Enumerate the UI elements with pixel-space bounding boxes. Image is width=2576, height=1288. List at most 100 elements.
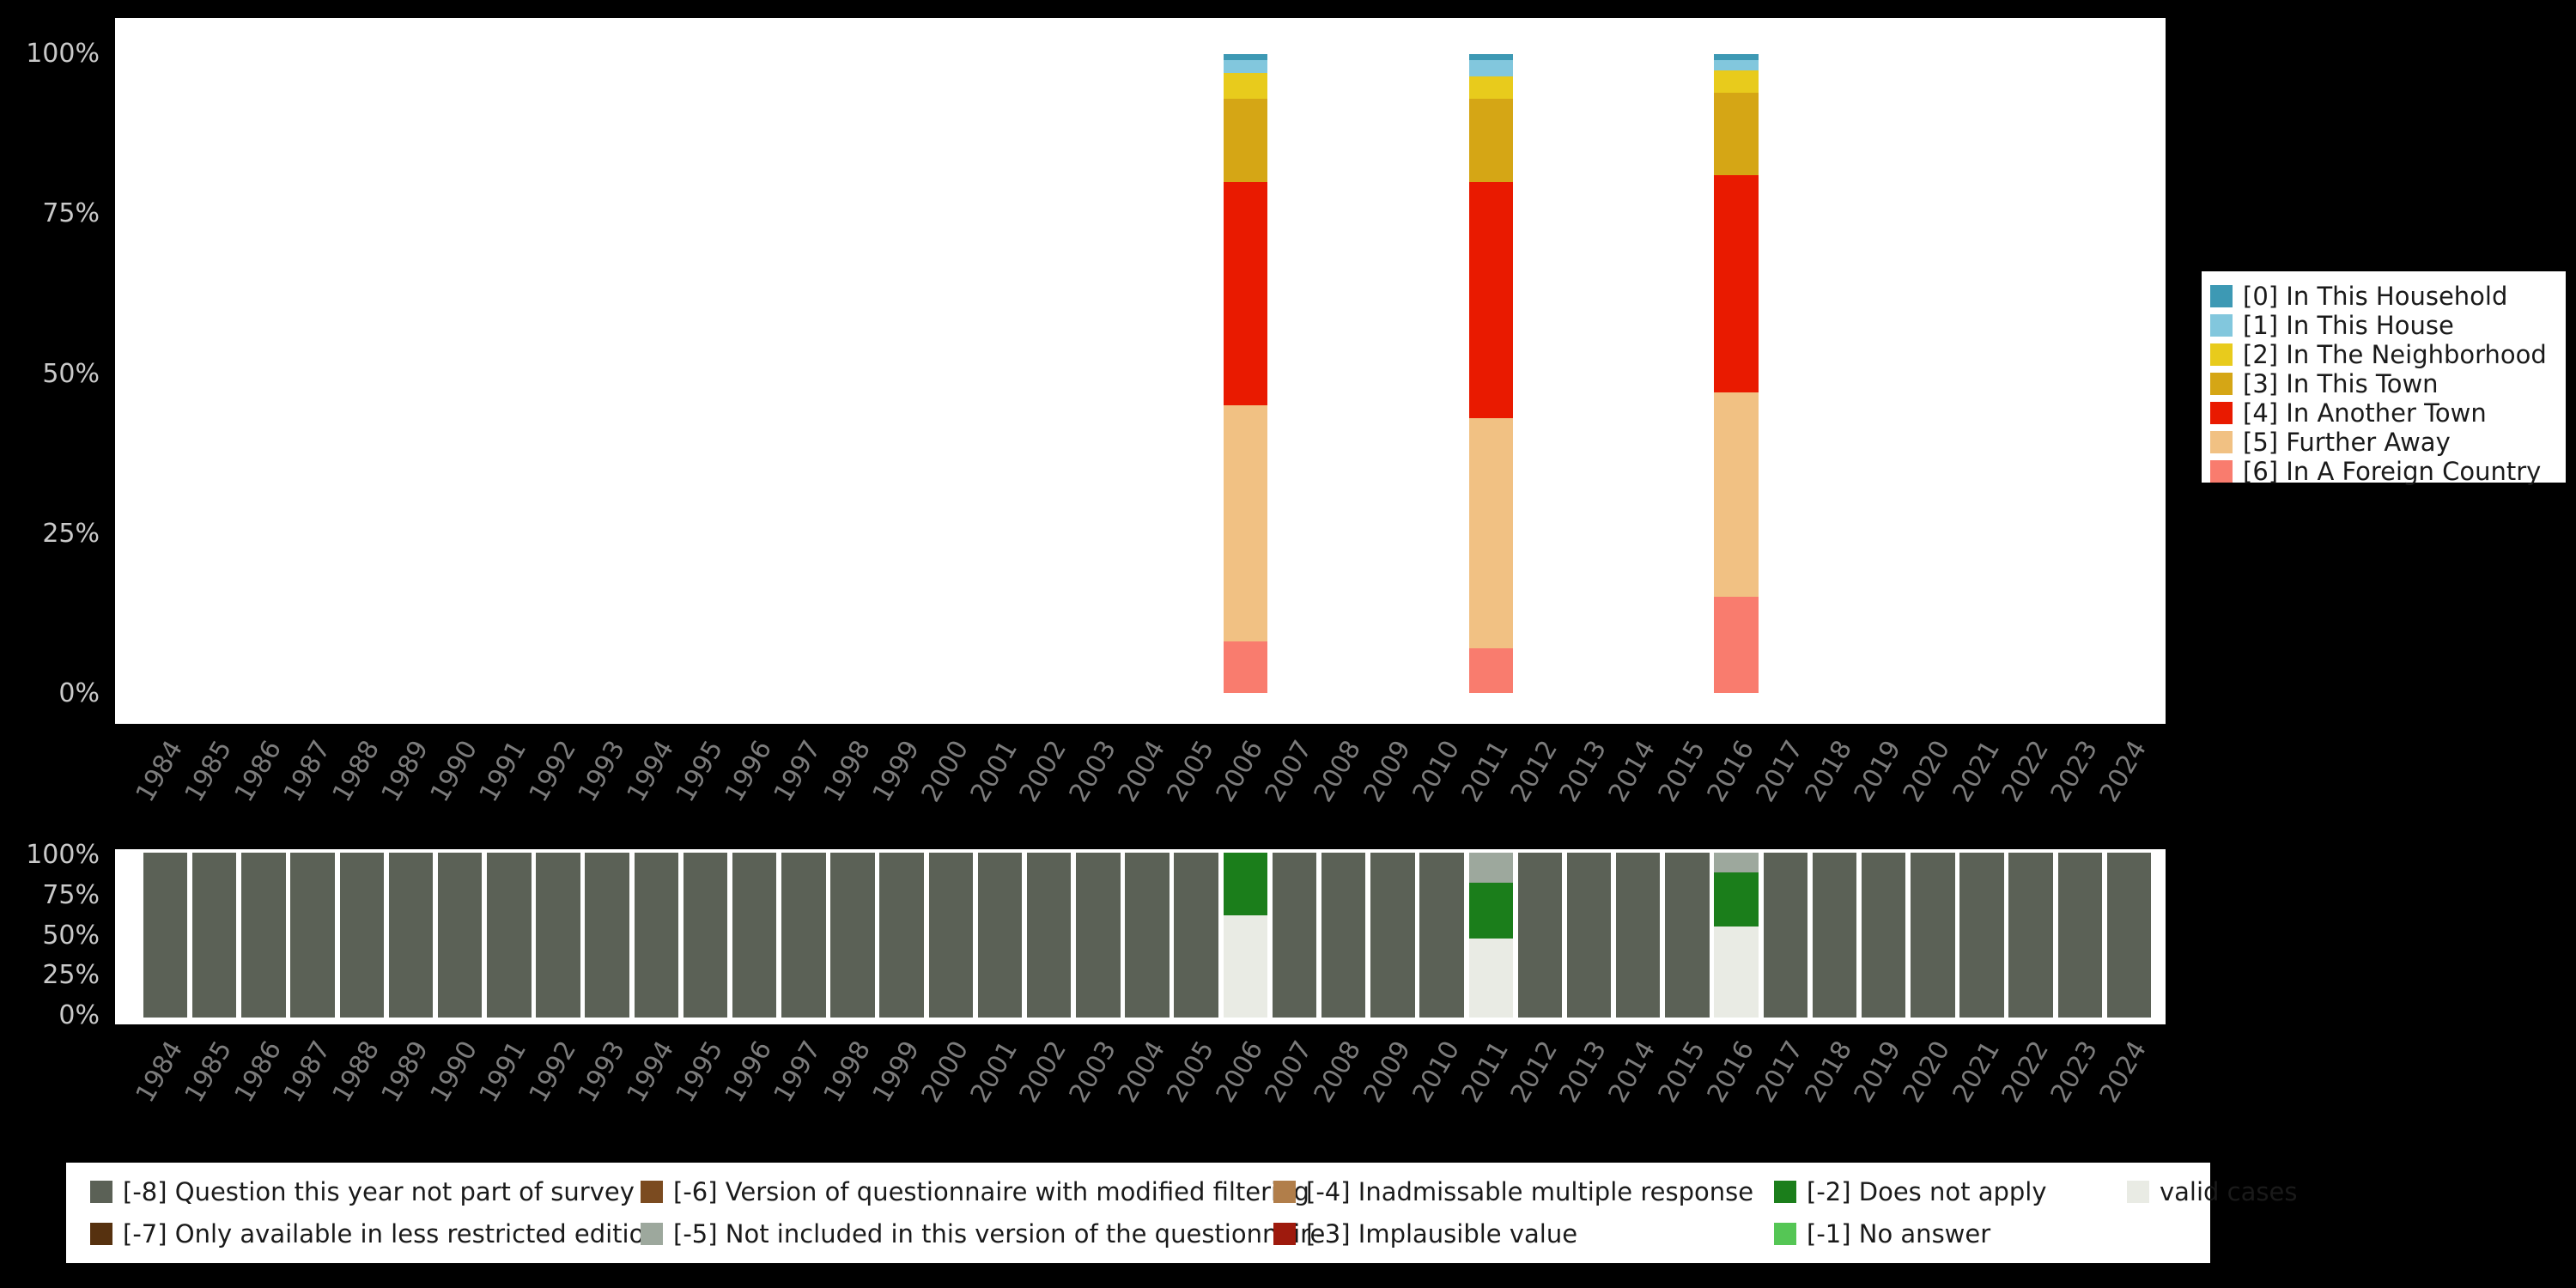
stacked-bar-1990 <box>438 54 482 693</box>
bar-segment <box>1223 73 1268 100</box>
x-tick: 2024 <box>2094 1030 2154 1142</box>
legend-item: [2] In The Neighborhood <box>2210 340 2557 369</box>
bar-segment <box>1812 853 1857 1018</box>
x-tick-label: 2015 <box>1652 1036 1711 1109</box>
bar-slot-2013 <box>1564 853 1613 1018</box>
stacked-bar-1997 <box>781 54 825 693</box>
missing-values-y-axis: 100% 75% 50% 25% 0% <box>0 841 106 1030</box>
stacked-bar-2016 <box>1714 853 1759 1018</box>
y-tick-label: 25% <box>42 518 100 549</box>
bar-slot-2017 <box>1761 54 1810 693</box>
bar-segment <box>1174 853 1218 1018</box>
bar-slot-2009 <box>1368 54 1417 693</box>
bar-slot-2002 <box>1024 853 1073 1018</box>
x-tick-label: 2000 <box>915 1036 975 1109</box>
stacked-bar-2019 <box>1862 54 1905 693</box>
x-tick-label: 1991 <box>474 735 533 808</box>
legend-label: [4] In Another Town <box>2243 398 2487 428</box>
y-tick-label: 75% <box>42 879 100 910</box>
bar-segment <box>1714 927 1759 1018</box>
bar-slot-2020 <box>1908 54 1957 693</box>
x-tick-label: 2003 <box>1063 735 1122 808</box>
stacked-bar-2016 <box>1714 54 1759 693</box>
bar-segment <box>388 853 434 1018</box>
bar-slot-2023 <box>2056 853 2105 1018</box>
bar-segment <box>1370 853 1415 1018</box>
x-tick-label: 2005 <box>1161 1036 1220 1109</box>
legend-label: [-3] Implausible value <box>1306 1218 1578 1249</box>
x-tick-label: 1994 <box>621 1036 681 1109</box>
bar-slot-1990 <box>435 853 484 1018</box>
legend-label: [6] In A Foreign Country <box>2243 457 2542 486</box>
stacked-bar-2000 <box>928 853 974 1018</box>
stacked-bar-1986 <box>241 853 286 1018</box>
x-tick-label: 1990 <box>424 1036 484 1109</box>
stacked-bar-1986 <box>241 54 285 693</box>
legend-label: [3] In This Town <box>2243 369 2439 398</box>
bar-segment <box>2106 853 2152 1018</box>
x-tick-label: 1992 <box>523 735 582 808</box>
bar-slot-1984 <box>141 853 190 1018</box>
stacked-bar-2015 <box>1665 54 1709 693</box>
x-tick-label: 1985 <box>179 1036 239 1109</box>
stacked-bar-2006 <box>1223 54 1268 693</box>
stacked-bar-2023 <box>2058 54 2102 693</box>
legend-label: [2] In The Neighborhood <box>2243 340 2547 369</box>
x-tick-label: 2012 <box>1504 735 1564 808</box>
legend-color-swatch <box>2210 373 2233 395</box>
x-tick-label: 2021 <box>1947 735 2006 808</box>
stacked-bar-1998 <box>830 853 875 1018</box>
legend-label: [-1] No answer <box>1807 1218 1991 1249</box>
bar-segment <box>1223 914 1268 1018</box>
bar-slot-1992 <box>533 853 582 1018</box>
bar-segment <box>1714 60 1759 70</box>
stacked-bar-2014 <box>1616 54 1660 693</box>
x-tick-label: 2011 <box>1455 735 1515 808</box>
x-tick-label: 2021 <box>1947 1036 2006 1109</box>
bar-segment <box>1468 647 1513 693</box>
bar-slot-2021 <box>1957 853 2006 1018</box>
bar-slot-2004 <box>1122 54 1171 693</box>
x-tick-label: 2007 <box>1259 1036 1319 1109</box>
legend-color-swatch <box>2210 431 2233 453</box>
bar-segment <box>1125 853 1170 1018</box>
frequency-y-axis: 100% 75% 50% 25% 0% <box>0 39 106 708</box>
legend-color-swatch <box>1774 1181 1796 1204</box>
x-tick-label: 1991 <box>474 1036 533 1109</box>
x-tick-label: 1988 <box>326 735 386 808</box>
bar-slot-1993 <box>583 54 632 693</box>
x-tick-label: 2010 <box>1406 735 1466 808</box>
stacked-bar-1989 <box>388 853 434 1018</box>
stacked-bar-2022 <box>2008 853 2053 1018</box>
legend-label: [-2] Does not apply <box>1807 1177 2047 1207</box>
frequency-panel <box>115 18 2166 724</box>
x-tick-label: 1998 <box>817 1036 877 1109</box>
x-tick-label: 1987 <box>277 735 337 808</box>
bar-slot-2024 <box>2105 853 2154 1018</box>
x-tick-label: 1995 <box>670 735 730 808</box>
x-tick-label: 2005 <box>1161 735 1220 808</box>
legend-color-swatch <box>1774 1222 1796 1245</box>
stacked-bar-2020 <box>1911 54 1954 693</box>
x-tick-label: 1996 <box>719 735 779 808</box>
bar-slot-1997 <box>779 54 828 693</box>
x-tick-label: 2024 <box>2093 735 2154 808</box>
bar-segment <box>1959 853 2004 1018</box>
bar-slot-2008 <box>1319 853 1368 1018</box>
stacked-bar-1989 <box>389 54 433 693</box>
stacked-bar-2003 <box>1076 853 1121 1018</box>
x-tick-label: 2018 <box>1799 1036 1859 1109</box>
bar-slot-2009 <box>1368 853 1417 1018</box>
x-tick-label: 2020 <box>1898 1036 1957 1109</box>
x-tick-label: 1986 <box>228 1036 288 1109</box>
bar-slot-2008 <box>1319 54 1368 693</box>
bar-segment <box>1419 853 1464 1018</box>
x-tick-label: 2012 <box>1504 1036 1564 1109</box>
legend-color-swatch <box>90 1181 112 1204</box>
bar-slot-1996 <box>730 54 779 693</box>
x-tick-label: 2004 <box>1112 1036 1171 1109</box>
stacked-bar-2017 <box>1764 54 1807 693</box>
legend-color-swatch <box>2210 402 2233 424</box>
bar-segment <box>1714 872 1759 927</box>
